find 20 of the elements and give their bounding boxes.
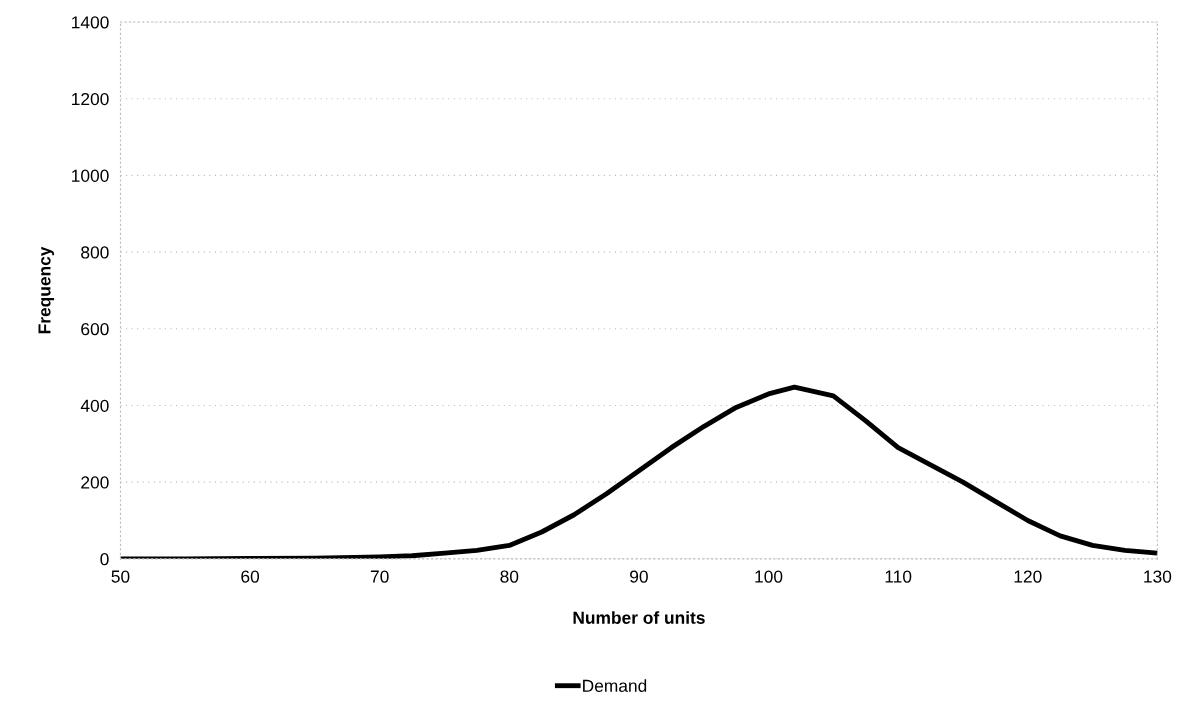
y-tick-label: 1200 (72, 92, 109, 106)
y-tick-label: 800 (81, 246, 109, 259)
x-tick-label: 90 (630, 570, 648, 583)
x-tick-label: 120 (1014, 570, 1042, 583)
x-tick-label: 100 (755, 570, 783, 583)
y-tick-label: 1000 (72, 169, 109, 182)
y-tick-label: 0 (100, 553, 109, 566)
legend-label: Demand (583, 679, 647, 692)
x-axis-title: Number of units (573, 611, 705, 624)
y-axis-title: Frequency (38, 246, 55, 334)
y-tick-label: 200 (81, 476, 109, 489)
x-tick-label: 130 (1144, 570, 1172, 583)
x-tick-label: 50 (111, 570, 130, 583)
x-tick-label: 70 (370, 570, 389, 583)
y-tick-label: 1400 (72, 16, 109, 29)
x-tick-label: 60 (241, 570, 260, 583)
y-tick-label: 400 (80, 399, 109, 412)
x-tick-label: 110 (885, 570, 912, 583)
y-tick-label: 600 (81, 322, 109, 336)
x-tick-label: 80 (500, 570, 519, 583)
